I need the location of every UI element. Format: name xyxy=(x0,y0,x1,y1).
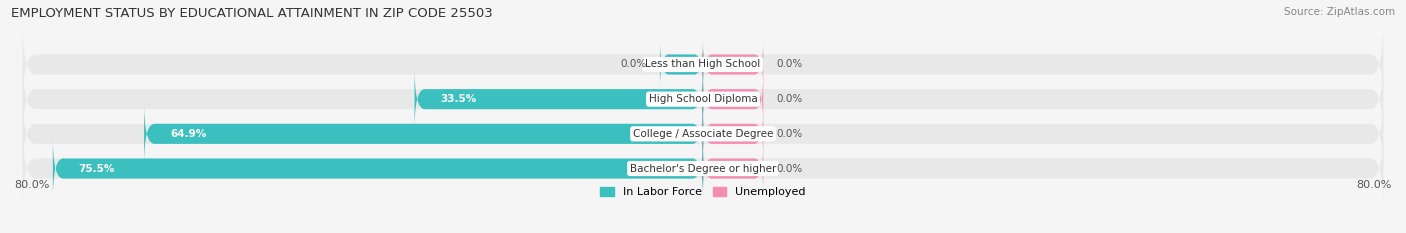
Legend: In Labor Force, Unemployed: In Labor Force, Unemployed xyxy=(600,187,806,197)
FancyBboxPatch shape xyxy=(143,102,703,165)
Text: 0.0%: 0.0% xyxy=(776,164,803,174)
Text: 0.0%: 0.0% xyxy=(776,129,803,139)
FancyBboxPatch shape xyxy=(22,23,1384,106)
Text: 80.0%: 80.0% xyxy=(14,180,49,190)
Text: High School Diploma: High School Diploma xyxy=(648,94,758,104)
Text: Less than High School: Less than High School xyxy=(645,59,761,69)
FancyBboxPatch shape xyxy=(22,57,1384,141)
FancyBboxPatch shape xyxy=(22,127,1384,210)
Text: College / Associate Degree: College / Associate Degree xyxy=(633,129,773,139)
FancyBboxPatch shape xyxy=(415,68,703,131)
Text: 80.0%: 80.0% xyxy=(1357,180,1392,190)
FancyBboxPatch shape xyxy=(703,144,763,193)
Text: 0.0%: 0.0% xyxy=(776,94,803,104)
FancyBboxPatch shape xyxy=(703,40,763,89)
Text: 64.9%: 64.9% xyxy=(170,129,207,139)
FancyBboxPatch shape xyxy=(703,109,763,158)
FancyBboxPatch shape xyxy=(53,137,703,200)
Text: 0.0%: 0.0% xyxy=(776,59,803,69)
FancyBboxPatch shape xyxy=(703,75,763,124)
Text: Bachelor's Degree or higher: Bachelor's Degree or higher xyxy=(630,164,776,174)
Text: EMPLOYMENT STATUS BY EDUCATIONAL ATTAINMENT IN ZIP CODE 25503: EMPLOYMENT STATUS BY EDUCATIONAL ATTAINM… xyxy=(11,7,494,20)
Text: 0.0%: 0.0% xyxy=(621,59,647,69)
FancyBboxPatch shape xyxy=(659,40,703,89)
FancyBboxPatch shape xyxy=(22,92,1384,176)
Text: 33.5%: 33.5% xyxy=(440,94,477,104)
Text: Source: ZipAtlas.com: Source: ZipAtlas.com xyxy=(1284,7,1395,17)
Text: 75.5%: 75.5% xyxy=(79,164,115,174)
